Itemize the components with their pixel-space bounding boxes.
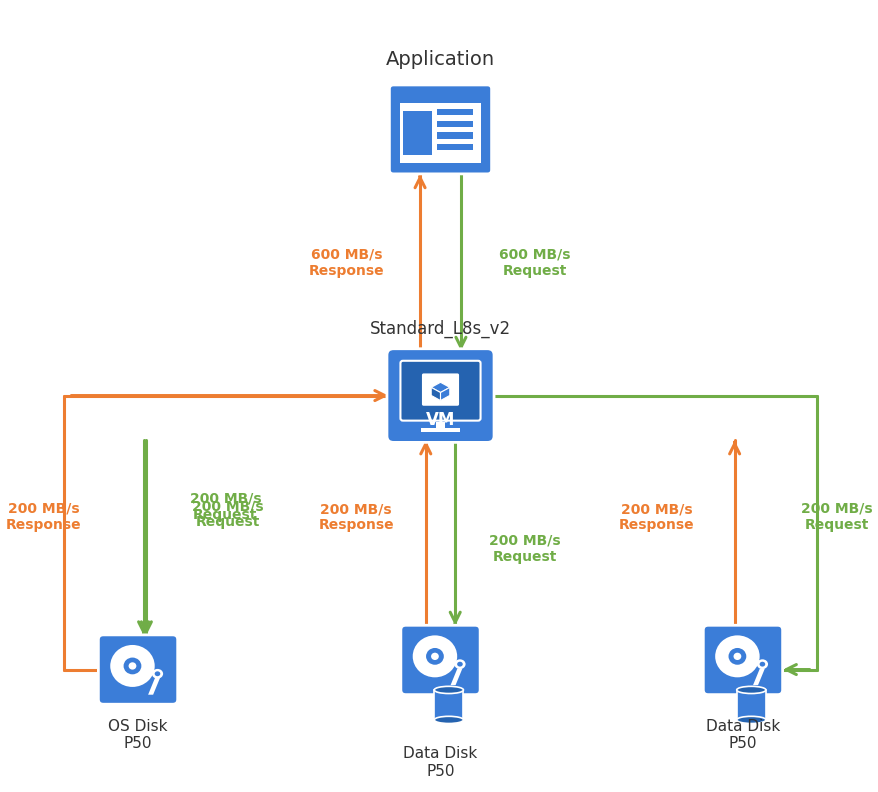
Text: 200 MB/s
Request: 200 MB/s Request bbox=[488, 534, 560, 564]
FancyBboxPatch shape bbox=[386, 348, 493, 443]
Text: 200 MB/s
Request: 200 MB/s Request bbox=[192, 499, 263, 530]
Polygon shape bbox=[752, 668, 764, 685]
Text: VM: VM bbox=[425, 412, 455, 429]
Text: 200 MB/s
Response: 200 MB/s Response bbox=[618, 502, 694, 532]
FancyBboxPatch shape bbox=[400, 625, 479, 695]
Text: Data Disk
P50: Data Disk P50 bbox=[403, 747, 477, 779]
Text: 600 MB/s
Response: 600 MB/s Response bbox=[308, 247, 384, 277]
Ellipse shape bbox=[434, 687, 463, 694]
Bar bbox=[399, 103, 480, 163]
FancyBboxPatch shape bbox=[421, 374, 458, 406]
Ellipse shape bbox=[155, 672, 160, 676]
Polygon shape bbox=[450, 668, 462, 685]
Ellipse shape bbox=[430, 653, 438, 660]
Ellipse shape bbox=[756, 659, 767, 669]
Ellipse shape bbox=[426, 648, 443, 664]
Ellipse shape bbox=[732, 653, 740, 660]
FancyBboxPatch shape bbox=[98, 635, 177, 704]
Ellipse shape bbox=[454, 659, 465, 669]
Text: 200 MB/s
Response: 200 MB/s Response bbox=[6, 502, 82, 532]
Bar bbox=[436, 132, 472, 139]
Text: 200 MB/s
Request: 200 MB/s Request bbox=[190, 491, 261, 522]
Bar bbox=[434, 690, 463, 720]
Text: Data Disk
P50: Data Disk P50 bbox=[705, 719, 779, 752]
Ellipse shape bbox=[110, 645, 155, 687]
Ellipse shape bbox=[124, 657, 141, 674]
FancyBboxPatch shape bbox=[400, 361, 480, 421]
Ellipse shape bbox=[736, 687, 765, 694]
Bar bbox=[436, 109, 472, 116]
Polygon shape bbox=[148, 678, 160, 695]
Bar bbox=[403, 111, 431, 155]
Ellipse shape bbox=[736, 716, 765, 724]
Ellipse shape bbox=[152, 669, 163, 679]
Ellipse shape bbox=[457, 662, 462, 667]
Ellipse shape bbox=[715, 635, 759, 677]
Bar bbox=[421, 428, 460, 432]
Polygon shape bbox=[431, 383, 450, 393]
Polygon shape bbox=[431, 387, 440, 401]
Text: OS Disk
P50: OS Disk P50 bbox=[108, 719, 168, 752]
Text: 200 MB/s
Request: 200 MB/s Request bbox=[800, 502, 872, 532]
FancyBboxPatch shape bbox=[702, 625, 781, 695]
FancyBboxPatch shape bbox=[389, 85, 491, 174]
Ellipse shape bbox=[728, 648, 745, 664]
Text: Standard_L8s_v2: Standard_L8s_v2 bbox=[370, 319, 510, 338]
Bar bbox=[736, 690, 765, 720]
Ellipse shape bbox=[128, 662, 136, 669]
Ellipse shape bbox=[413, 635, 457, 677]
Bar bbox=[436, 121, 472, 127]
Bar bbox=[435, 421, 444, 429]
Text: 200 MB/s
Response: 200 MB/s Response bbox=[318, 502, 393, 532]
Polygon shape bbox=[440, 387, 450, 401]
Bar bbox=[436, 144, 472, 150]
Ellipse shape bbox=[759, 662, 765, 667]
Text: Application: Application bbox=[385, 50, 494, 69]
Ellipse shape bbox=[434, 716, 463, 724]
Text: 600 MB/s
Request: 600 MB/s Request bbox=[498, 247, 570, 277]
